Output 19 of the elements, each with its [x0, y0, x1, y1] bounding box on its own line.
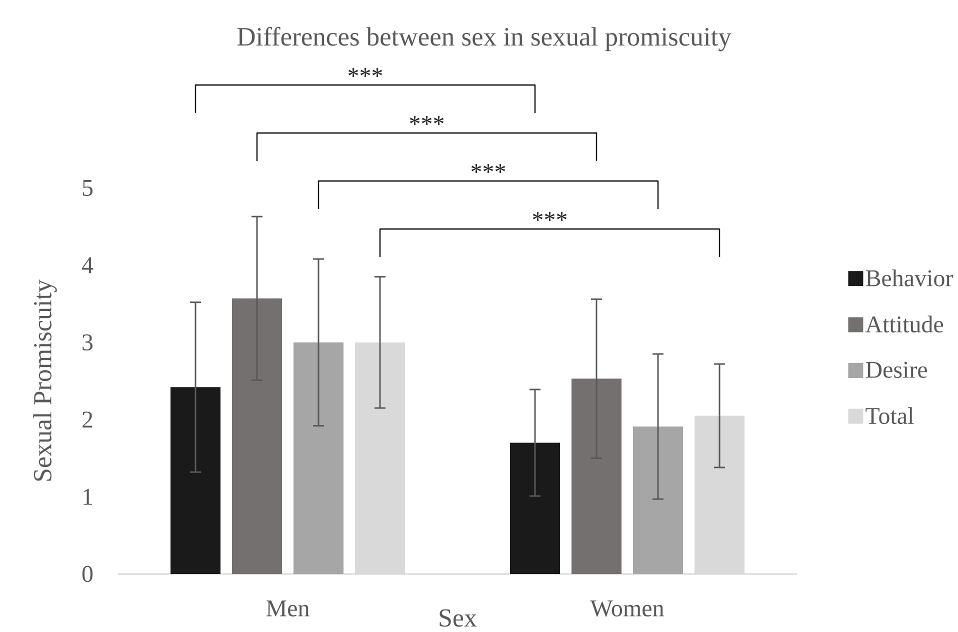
y-tick-label: 4: [82, 257, 94, 274]
legend-label: Attitude: [865, 316, 944, 333]
legend-label: Total: [866, 407, 914, 424]
y-tick-label: 2: [82, 412, 92, 428]
y-axis-title: Sexual Promiscuity: [33, 280, 57, 481]
x-tick-label: Women: [590, 600, 664, 617]
legend-label: Desire: [866, 362, 928, 378]
text: ***: [471, 164, 506, 173]
x-tick-label: Men: [266, 600, 310, 616]
text: ***: [348, 68, 382, 77]
x-axis-title: Sex: [440, 609, 477, 627]
y-tick-label: 3: [82, 334, 93, 350]
y-tick-label: 5: [82, 180, 93, 196]
legend-label: Behavior: [866, 270, 953, 286]
y-tick-label: 1: [84, 488, 92, 505]
y-tick-label: 0: [82, 566, 93, 582]
chart-title: Differences between sex in sexual promiscuity: [237, 26, 732, 52]
text: ***: [410, 116, 444, 125]
annotation: ***: [532, 212, 567, 221]
